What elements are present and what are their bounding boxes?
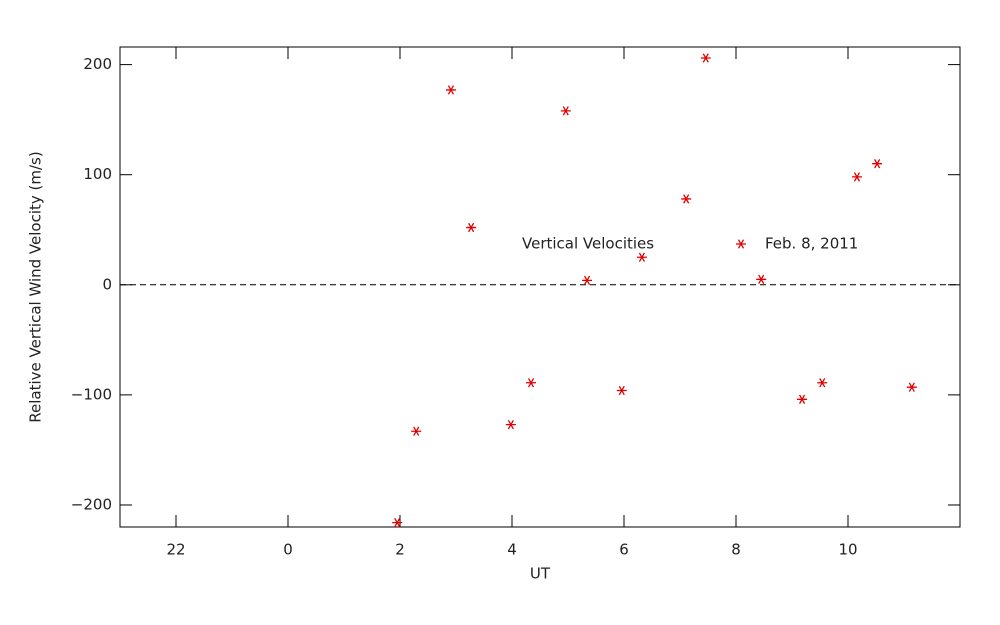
x-tick-label: 0 [283,541,293,559]
x-tick-label: 6 [619,541,629,559]
point [560,106,571,116]
point [817,378,828,388]
x-tick-label: 10 [838,541,857,559]
x-tick-label: 22 [166,541,185,559]
point [466,222,477,233]
point [872,159,883,169]
point [636,252,647,262]
point [906,382,917,392]
point [505,419,516,430]
point [700,53,711,63]
legend-title: Vertical Velocities [522,235,654,253]
y-axis-label: Relative Vertical Wind Velocity (m/s) [27,151,45,422]
y-tick-label: −100 [71,385,112,403]
y-tick-label: 200 [83,55,112,73]
legend-label: Feb. 8, 2011 [765,235,858,253]
point [797,394,808,404]
point [582,275,593,286]
point [851,172,862,182]
y-tick-label: 0 [102,275,112,293]
x-axis-label: UT [530,565,551,583]
x-tick-label: 8 [731,541,741,559]
point [756,274,767,284]
point [445,85,456,95]
legend-marker [736,239,746,249]
point [392,517,403,528]
plot-frame [119,46,961,528]
x-tick-label: 4 [507,541,517,559]
point [411,426,422,436]
x-tick-label: 2 [395,541,405,559]
y-tick-label: 100 [83,165,112,183]
point [616,385,627,396]
y-tick-label: −200 [71,495,112,513]
point [526,378,537,388]
point [681,194,692,204]
